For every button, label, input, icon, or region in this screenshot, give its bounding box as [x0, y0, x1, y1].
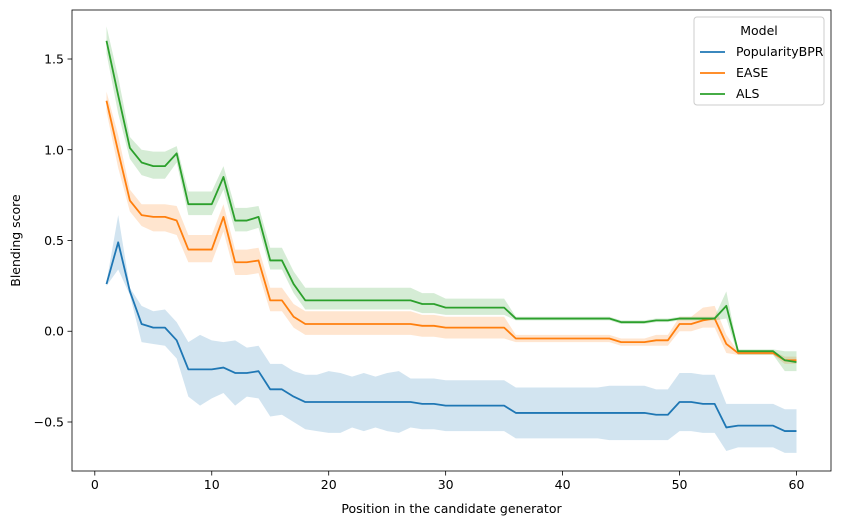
- series-lines: [105, 40, 797, 432]
- als-confidence-band: [106, 26, 797, 372]
- y-axis-label: Blending score: [8, 194, 23, 287]
- ease-line: [105, 100, 797, 362]
- x-tick-label: 60: [789, 477, 805, 492]
- als-line: [105, 40, 797, 363]
- y-tick-label: 1.0: [44, 142, 64, 157]
- legend-label-popularitybpr: PopularityBPR: [736, 44, 824, 59]
- y-tick-label: 1.5: [44, 52, 64, 67]
- legend-title: Model: [740, 23, 778, 38]
- y-axis-ticks: −0.5 0.0 0.5 1.0 1.5: [34, 52, 72, 429]
- legend-label-ease: EASE: [736, 65, 768, 80]
- y-tick-label: −0.5: [34, 414, 64, 429]
- legend-box: [693, 16, 825, 106]
- legend-label-als: ALS: [736, 86, 760, 101]
- popularitybpr-line: [105, 241, 797, 432]
- x-tick-label: 10: [204, 477, 220, 492]
- x-axis-label: Position in the candidate generator: [341, 501, 562, 516]
- ease-confidence-band: [106, 91, 797, 364]
- legend: Model PopularityBPR EASE ALS: [693, 16, 825, 106]
- y-tick-label: 0.5: [44, 233, 64, 248]
- x-tick-label: 0: [91, 477, 99, 492]
- x-tick-label: 20: [321, 477, 337, 492]
- x-tick-label: 30: [438, 477, 454, 492]
- confidence-bands: [106, 26, 797, 453]
- x-tick-label: 40: [555, 477, 571, 492]
- popularitybpr-confidence-band: [106, 215, 797, 453]
- x-tick-label: 50: [672, 477, 688, 492]
- x-axis-ticks: 0 10 20 30 40 50 60: [91, 471, 805, 492]
- y-tick-label: 0.0: [44, 324, 64, 339]
